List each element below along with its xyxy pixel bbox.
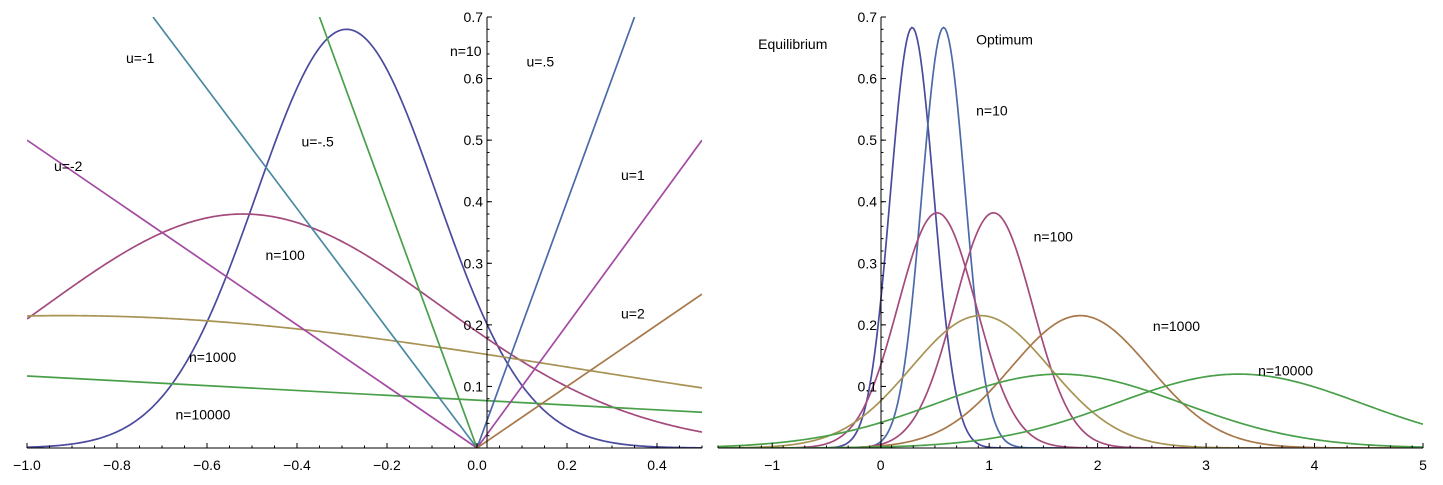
- left-label-n-100: n=100: [266, 247, 306, 263]
- right-series-equilibrium-n-1000: [718, 314, 1423, 448]
- right-series-optimum-n-1000: [718, 314, 1423, 448]
- right-axes: −1 0 1 2 3 4 5 0.1 0.2 0.3 0.4 0.5 0.6 0.7: [717, 9, 1427, 473]
- left-x-tick-label: −0.4: [283, 457, 311, 473]
- right-series-equilibrium-n-10000: [718, 373, 1423, 448]
- left-series-u-2: [476, 293, 702, 448]
- left-series-n-10000: [27, 375, 702, 414]
- right-x-tick-label: 0: [877, 457, 885, 473]
- right-x-tick-label: −1: [764, 457, 780, 473]
- left-y-tick-label: 0.2: [464, 317, 484, 333]
- right-y-tick-label: 0.6: [858, 71, 878, 87]
- right-y-tick-label: 0.2: [858, 317, 878, 333]
- right-label-n-10000: n=10000: [1258, 362, 1313, 378]
- left-axes: −1.0 −0.8 −0.6 −0.4 −0.2 0.0 0.2 0.4 0.1 0.2 0.3 0.…: [13, 9, 703, 473]
- left-x-tick-label: 0.4: [647, 457, 667, 473]
- right-label-equilibrium: Equilibrium: [758, 36, 827, 52]
- left-annotations: u=-1 n=10 u=.5 u=-.5 u=-2 u=1 n=100 u=2 n=1000 n=…: [54, 43, 645, 423]
- left-label-n-10: n=10: [450, 43, 482, 59]
- left-label-n-1000: n=1000: [189, 349, 236, 365]
- left-x-tick-label: 0.0: [467, 457, 487, 473]
- left-series-n-10: [27, 28, 702, 448]
- right-label-n-10: n=10: [976, 103, 1008, 119]
- left-series-u-2: [27, 139, 478, 448]
- right-y-tick-label: 0.1: [858, 378, 878, 394]
- left-y-tick-label: 0.1: [464, 378, 484, 394]
- left-series-n-1000: [27, 314, 702, 389]
- left-label-u-2: u=-2: [54, 158, 83, 174]
- left-label-n-10000: n=10000: [176, 407, 231, 423]
- left-y-tick-label: 0.5: [464, 132, 484, 148]
- right-label-n-100: n=100: [1034, 229, 1074, 245]
- right-label-optimum: Optimum: [976, 32, 1033, 48]
- left-series-u-1: [152, 17, 478, 448]
- left-chart: −1.0 −0.8 −0.6 −0.4 −0.2 0.0 0.2 0.4 0.1 0.2 0.3 0.…: [13, 9, 703, 473]
- right-x-tick-label: 1: [985, 457, 993, 473]
- left-series-u-5: [318, 17, 478, 448]
- left-series-n-100: [27, 213, 702, 433]
- right-x-tick-label: 5: [1419, 457, 1427, 473]
- right-y-tick-label: 0.7: [858, 9, 878, 25]
- left-label-u-5: u=.5: [527, 53, 555, 69]
- right-y-tick-label: 0.4: [858, 194, 878, 210]
- left-x-tick-label: −0.8: [103, 457, 131, 473]
- right-label-n-1000: n=1000: [1153, 318, 1200, 334]
- left-label-u-2: u=2: [621, 306, 645, 322]
- left-curves: [27, 17, 702, 448]
- left-y-tick-label: 0.4: [464, 194, 484, 210]
- left-y-tick-label: 0.6: [464, 71, 484, 87]
- left-x-tick-label: −0.2: [373, 457, 401, 473]
- left-y-tick-label: 0.3: [464, 255, 484, 271]
- right-x-tick-label: 4: [1311, 457, 1319, 473]
- right-x-tick-label: 3: [1202, 457, 1210, 473]
- left-label-u-1: u=1: [621, 167, 645, 183]
- right-series-optimum-n-100: [718, 211, 1423, 448]
- left-x-tick-label: −1.0: [13, 457, 41, 473]
- right-y-tick-label: 0.3: [858, 255, 878, 271]
- left-x-tick-label: −0.6: [193, 457, 221, 473]
- left-series-u-1: [476, 139, 702, 448]
- left-x-tick-label: 0.2: [557, 457, 577, 473]
- right-annotations: Equilibrium Optimum n=10 n=100 n=1000 n=10000: [758, 32, 1313, 379]
- left-label-u-1: u=-1: [126, 50, 155, 66]
- right-chart: −1 0 1 2 3 4 5 0.1 0.2 0.3 0.4 0.5 0.6 0.7 Equilibriu…: [717, 9, 1427, 473]
- left-series-u-5: [476, 17, 636, 448]
- right-x-tick-label: 2: [1094, 457, 1102, 473]
- left-label-u-5: u=-.5: [302, 133, 335, 149]
- right-series-equilibrium-n-100: [718, 211, 1423, 448]
- left-y-tick-label: 0.7: [464, 9, 484, 25]
- right-y-tick-label: 0.5: [858, 132, 878, 148]
